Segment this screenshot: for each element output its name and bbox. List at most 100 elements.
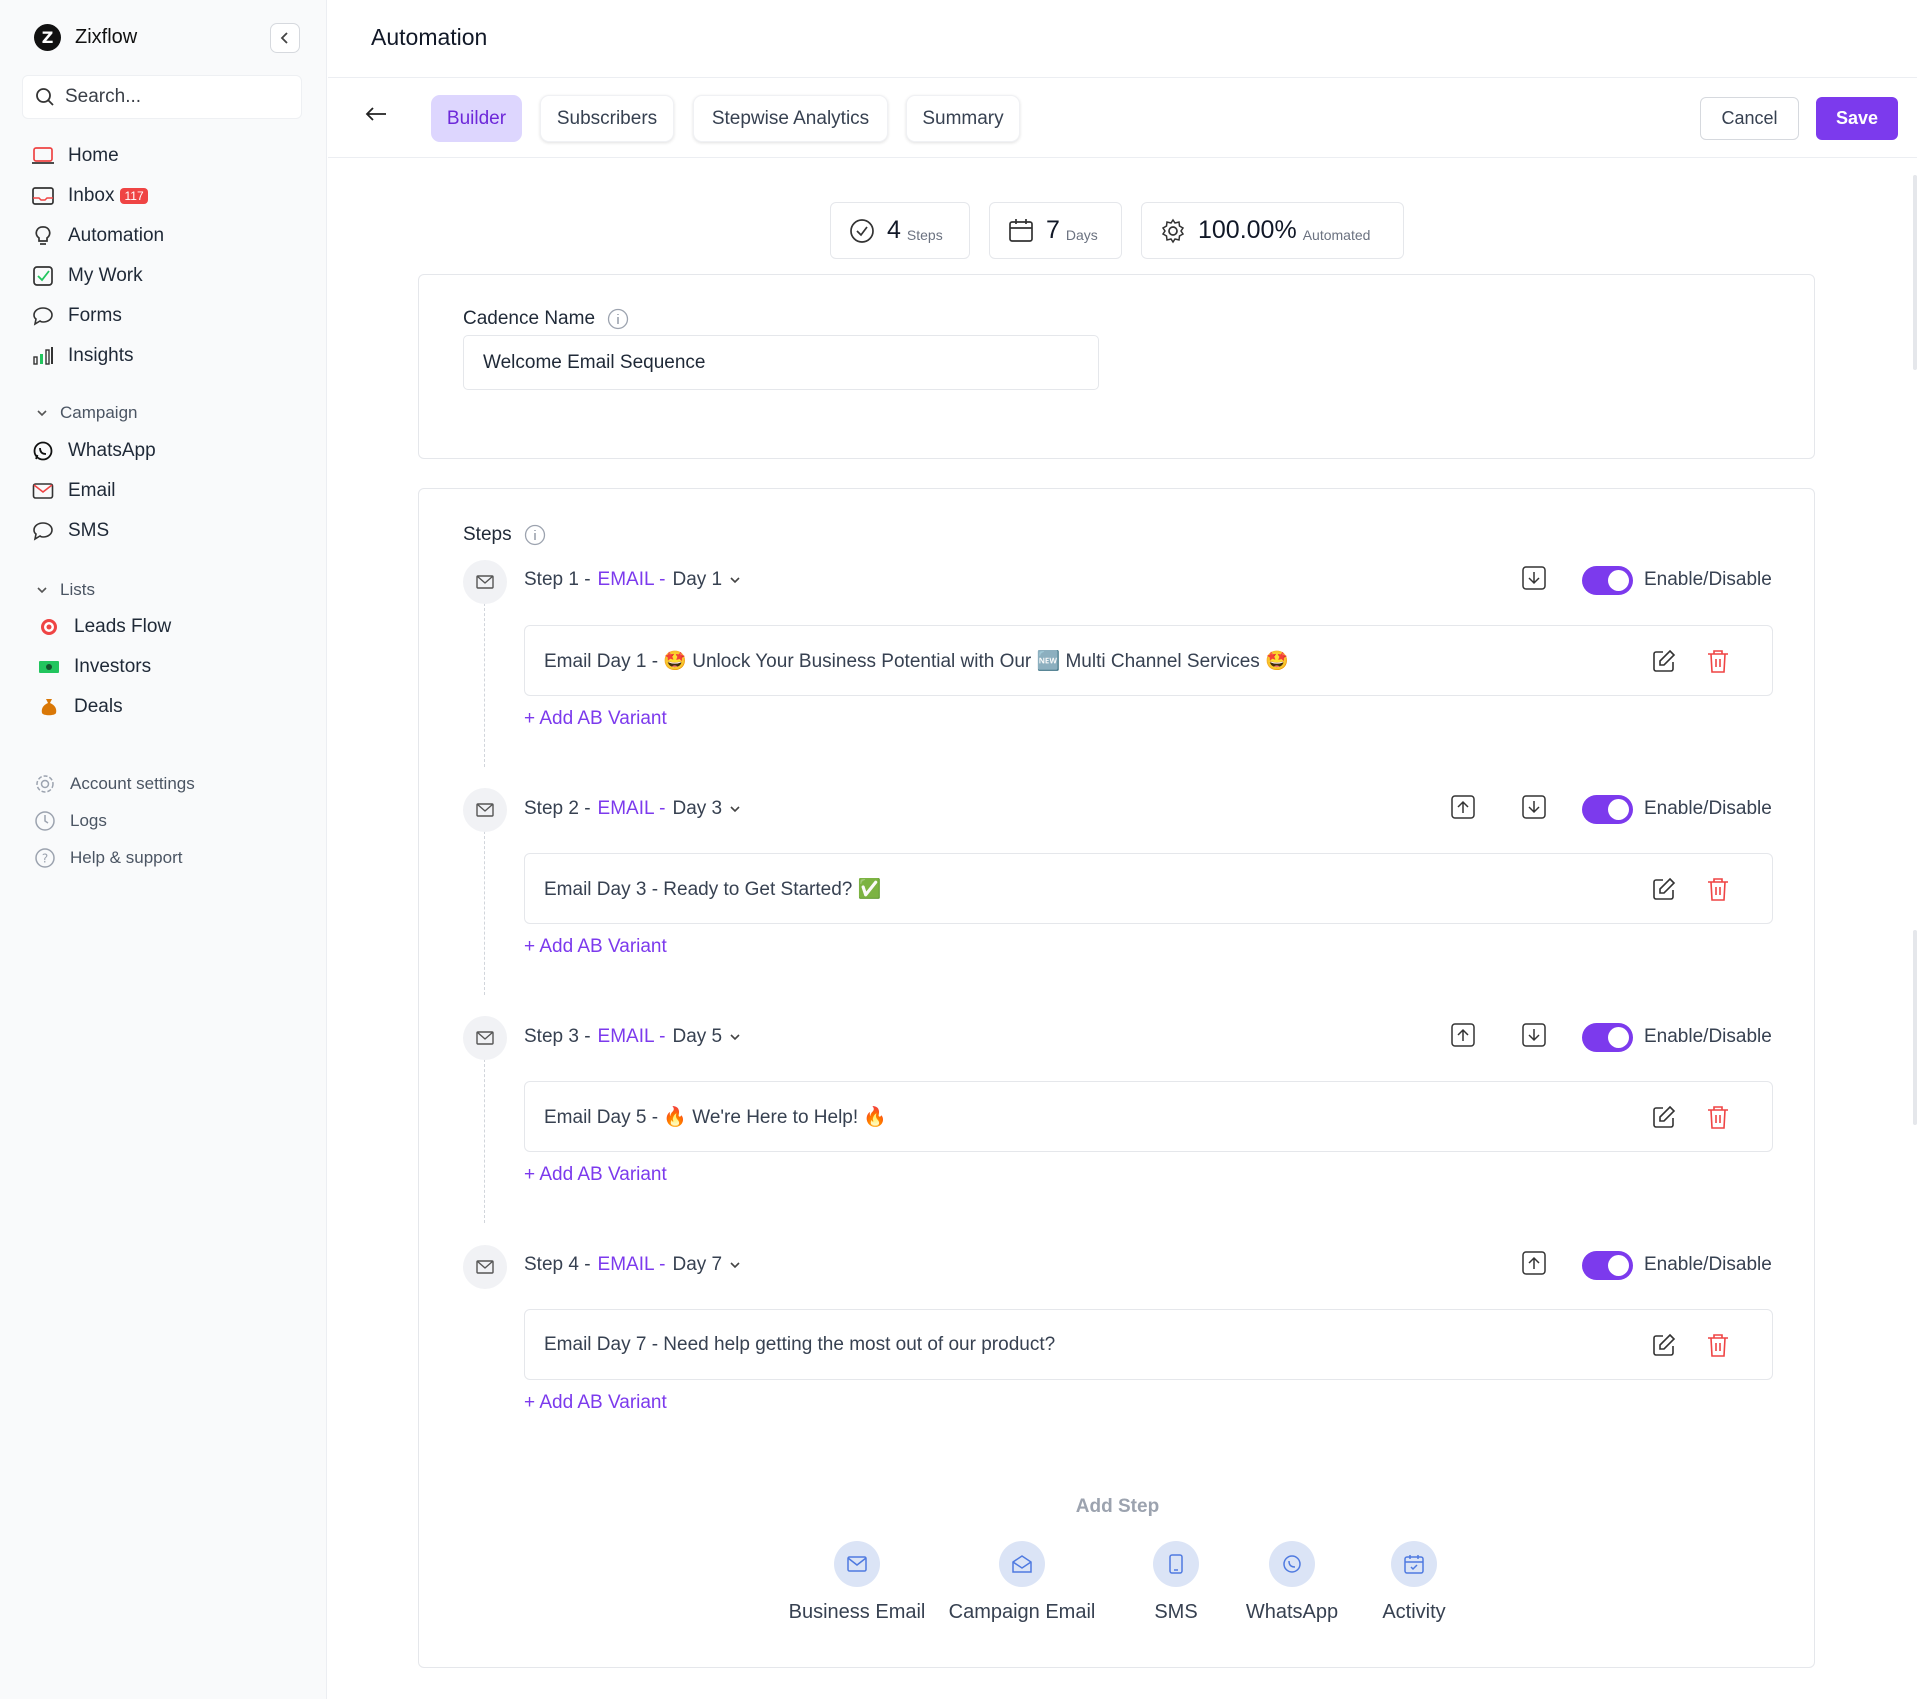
- nav-my-work[interactable]: My Work: [32, 256, 164, 296]
- envelope-icon: [476, 1260, 494, 1274]
- tab-summary[interactable]: Summary: [906, 95, 1020, 142]
- move-up-icon[interactable]: [1522, 1251, 1546, 1275]
- envelope-icon: [32, 483, 54, 499]
- nav-forms-label: Forms: [68, 305, 122, 326]
- lists-section-toggle[interactable]: Lists: [36, 580, 95, 600]
- envelope-icon: [476, 1031, 494, 1045]
- nav-home-label: Home: [68, 145, 119, 166]
- step-email-icon: [463, 560, 507, 604]
- brand-name: Zixflow: [75, 26, 138, 48]
- email-step-card[interactable]: Email Day 1 - 🤩 Unlock Your Business Pot…: [524, 625, 1773, 696]
- move-down-icon[interactable]: [1522, 566, 1546, 590]
- trash-icon[interactable]: [1706, 1332, 1730, 1358]
- save-button[interactable]: Save: [1816, 97, 1898, 140]
- search-box[interactable]: [22, 75, 302, 119]
- tab-subscribers[interactable]: Subscribers: [540, 95, 674, 142]
- list-deals-label: Deals: [74, 696, 123, 717]
- nav-whatsapp[interactable]: WhatsApp: [32, 431, 156, 471]
- step-enable-toggle[interactable]: [1582, 566, 1633, 595]
- add-whatsapp-button[interactable]: WhatsApp: [1237, 1541, 1347, 1624]
- nav-automation[interactable]: Automation: [32, 216, 164, 256]
- search-input[interactable]: [65, 86, 285, 108]
- list-investors[interactable]: Investors: [38, 647, 171, 687]
- scrollbar[interactable]: [1913, 175, 1917, 370]
- step-header[interactable]: Step 1 - EMAIL - Day 1: [524, 569, 741, 591]
- tab-stepwise-analytics[interactable]: Stepwise Analytics: [693, 95, 888, 142]
- add-ab-variant-link[interactable]: + Add AB Variant: [524, 936, 667, 957]
- step-header[interactable]: Step 3 - EMAIL - Day 5: [524, 1026, 741, 1048]
- nav-logs-label: Logs: [70, 810, 107, 830]
- cadence-name-input[interactable]: [463, 335, 1099, 390]
- nav-sms[interactable]: SMS: [32, 511, 156, 551]
- email-step-card[interactable]: Email Day 3 - Ready to Get Started? ✅: [524, 853, 1773, 924]
- add-business-email-button[interactable]: Business Email: [787, 1541, 927, 1624]
- nav-forms[interactable]: Forms: [32, 296, 164, 336]
- steps-card: Steps Step 1 - EMAIL - Day 1 Enable/Disa…: [418, 488, 1815, 1668]
- step-email-icon: [463, 1016, 507, 1060]
- list-deals[interactable]: Deals: [38, 687, 171, 727]
- envelope-icon: [476, 803, 494, 817]
- step-header[interactable]: Step 4 - EMAIL - Day 7: [524, 1254, 741, 1276]
- nav-email[interactable]: Email: [32, 471, 156, 511]
- add-ab-variant-link[interactable]: + Add AB Variant: [524, 708, 667, 729]
- nav-email-label: Email: [68, 480, 116, 501]
- add-campaign-email-button[interactable]: Campaign Email: [947, 1541, 1097, 1624]
- chevron-down-icon[interactable]: [729, 804, 741, 814]
- nav-sms-label: SMS: [68, 520, 110, 541]
- collapse-sidebar-button[interactable]: [270, 23, 300, 53]
- email-step-card[interactable]: Email Day 7 - Need help getting the most…: [524, 1309, 1773, 1380]
- move-down-icon[interactable]: [1522, 1023, 1546, 1047]
- step-enable-toggle[interactable]: [1582, 1023, 1633, 1052]
- info-icon[interactable]: [524, 524, 546, 546]
- chevron-down-icon[interactable]: [729, 1260, 741, 1270]
- inbox-count-badge: 117: [120, 188, 148, 204]
- zixflow-logo: Z: [34, 24, 61, 51]
- nav-logs[interactable]: Logs: [34, 802, 195, 839]
- edit-icon[interactable]: [1651, 1332, 1677, 1358]
- scrollbar[interactable]: [1913, 930, 1917, 1125]
- edit-icon[interactable]: [1651, 876, 1677, 902]
- add-activity-button[interactable]: Activity: [1364, 1541, 1464, 1624]
- nav-inbox[interactable]: Inbox 117: [32, 176, 164, 216]
- days-count: 7: [1046, 216, 1060, 244]
- add-ab-variant-link[interactable]: + Add AB Variant: [524, 1164, 667, 1185]
- bar-chart-icon: [33, 347, 53, 365]
- chevron-down-icon: [37, 410, 47, 417]
- nav-help[interactable]: ? Help & support: [34, 839, 195, 876]
- move-up-icon[interactable]: [1451, 795, 1475, 819]
- steps-label-text: Steps: [463, 524, 512, 545]
- step-header[interactable]: Step 2 - EMAIL - Day 3: [524, 798, 741, 820]
- email-step-card[interactable]: Email Day 5 - 🔥 We're Here to Help! 🔥: [524, 1081, 1773, 1152]
- info-icon[interactable]: [607, 308, 629, 330]
- trash-icon[interactable]: [1706, 1104, 1730, 1130]
- step-enable-toggle[interactable]: [1582, 1251, 1633, 1280]
- arrow-left-icon[interactable]: [364, 104, 388, 124]
- nav-account-settings-label: Account settings: [70, 773, 195, 793]
- tab-builder[interactable]: Builder: [431, 95, 522, 142]
- nav-account-settings[interactable]: Account settings: [34, 765, 195, 802]
- nav-home[interactable]: Home: [32, 136, 164, 176]
- campaign-section-toggle[interactable]: Campaign: [36, 403, 138, 423]
- move-up-icon[interactable]: [1451, 1023, 1475, 1047]
- step-number: Step 1 -: [524, 569, 591, 590]
- add-ab-variant-link[interactable]: + Add AB Variant: [524, 1392, 667, 1413]
- sidebar: Z Zixflow Home Inbox 117 Automation My W…: [0, 0, 327, 1699]
- add-sms-button[interactable]: SMS: [1136, 1541, 1216, 1624]
- chevron-down-icon[interactable]: [729, 1032, 741, 1042]
- chevron-down-icon[interactable]: [729, 575, 741, 585]
- nav-insights[interactable]: Insights: [32, 336, 164, 376]
- automated-unit: Automated: [1302, 226, 1371, 243]
- envelope-icon: [476, 575, 494, 589]
- step-enable-toggle[interactable]: [1582, 795, 1633, 824]
- trash-icon[interactable]: [1706, 648, 1730, 674]
- calendar-check-icon: [1391, 1541, 1437, 1587]
- list-leads-flow[interactable]: Leads Flow: [38, 607, 171, 647]
- move-down-icon[interactable]: [1522, 795, 1546, 819]
- trash-icon[interactable]: [1706, 876, 1730, 902]
- toggle-label: Enable/Disable: [1644, 569, 1772, 590]
- edit-icon[interactable]: [1651, 648, 1677, 674]
- edit-icon[interactable]: [1651, 1104, 1677, 1130]
- campaign-nav: WhatsApp Email SMS: [32, 431, 156, 551]
- brand[interactable]: Z Zixflow: [34, 24, 137, 51]
- cancel-button[interactable]: Cancel: [1700, 97, 1799, 140]
